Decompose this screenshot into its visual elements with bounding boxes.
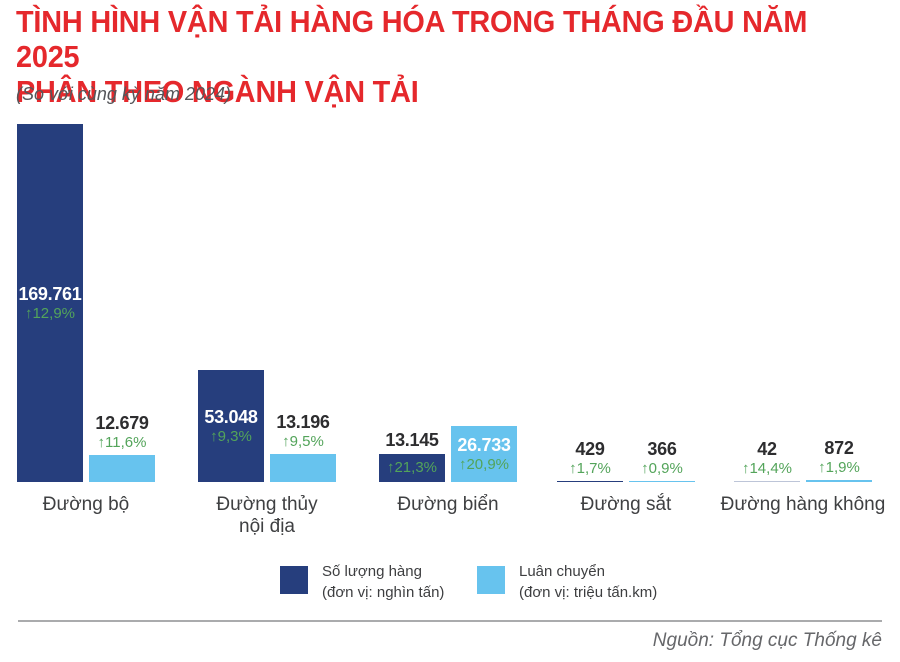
- source-credit: Nguồn: Tổng cục Thống kê: [652, 630, 882, 651]
- value-label: 13.145: [385, 430, 439, 451]
- pct-change-label: ↑11,6%: [97, 434, 147, 452]
- value-label: 169.761: [18, 284, 82, 304]
- pct-change-label: ↑14,4%: [741, 460, 793, 477]
- bar-luan-chuyen: [629, 481, 695, 482]
- bar-labels: 13.145: [342, 430, 482, 451]
- legend-series-unit: (đơn vị: triệu tấn.km): [519, 584, 658, 601]
- value-label: 26.733: [457, 434, 511, 455]
- legend-swatch-navy: [280, 566, 308, 594]
- legend-label: Luân chuyển (đơn vị: triệu tấn.km): [519, 561, 657, 603]
- value-label: 872: [824, 438, 854, 459]
- bar-luan-chuyen: [89, 455, 155, 482]
- bar-labels: 26.733 ↑20,9%: [414, 435, 554, 474]
- legend-series-name: Số lượng hàng: [322, 563, 422, 580]
- footer-divider: [18, 620, 882, 622]
- bar-labels: ↑21,3%: [342, 459, 482, 477]
- chart-legend: Số lượng hàng (đơn vị: nghìn tấn) Luân ch…: [0, 560, 900, 604]
- legend-series-unit: (đơn vị: nghìn tấn): [322, 584, 445, 601]
- bar-group: 429 ↑1,7% 366 ↑0,9% Đường sắt: [557, 0, 695, 515]
- pct-change-label: ↑9,3%: [210, 428, 252, 446]
- pct-change-label: ↑0,9%: [641, 460, 683, 477]
- value-label: 53.048: [204, 407, 258, 428]
- bar-luan-chuyen: [270, 454, 336, 482]
- pct-change-label: ↑9,5%: [282, 433, 324, 451]
- legend-swatch-lightblue: [477, 566, 505, 594]
- category-label: Đường bộ: [42, 494, 130, 515]
- bar-luan-chuyen: [806, 480, 872, 482]
- value-label: 429: [575, 439, 605, 459]
- category-label: Đường biển: [397, 494, 499, 515]
- bar-labels: 366 ↑0,9%: [592, 439, 732, 478]
- bar-luan-chuyen: [451, 425, 517, 482]
- bar-labels: 53.048 ↑9,3%: [161, 407, 301, 446]
- bar-so-luong-hang: [557, 481, 623, 482]
- bar-group: 13.145 ↑21,3% 26.733 ↑20,9% Đường biển: [379, 0, 517, 515]
- bar-labels: 13.196 ↑9,5%: [233, 412, 373, 451]
- chart-subtitle: (So với cùng kỳ năm 2024): [16, 84, 231, 104]
- pct-change-label: ↑20,9%: [458, 455, 510, 473]
- legend-series-name: Luân chuyển: [519, 563, 605, 580]
- bar-labels: 429 ↑1,7%: [520, 439, 660, 478]
- bar-group: 169.761 ↑12,9% 12.679 ↑11,6% Đường bộ: [17, 0, 155, 515]
- category-label: Đường hàng không: [720, 494, 886, 515]
- pct-change-label: ↑12,9%: [24, 305, 76, 322]
- value-label: 366: [647, 439, 677, 459]
- bar-group: 42 ↑14,4% 872 ↑1,9% Đường hàng không: [721, 0, 886, 515]
- bar-labels: 169.761 ↑12,9%: [0, 284, 120, 323]
- bar-labels: 872 ↑1,9%: [769, 438, 900, 477]
- category-label: Đường sắt: [580, 494, 672, 515]
- pct-change-label: ↑1,9%: [818, 459, 860, 477]
- chart-title: TÌNH HÌNH VẬN TẢI HÀNG HÓA TRONG THÁNG Đ…: [16, 4, 808, 109]
- bar-so-luong-hang: [734, 481, 800, 482]
- bar-so-luong-hang: [198, 370, 264, 482]
- legend-label: Số lượng hàng (đơn vị: nghìn tấn): [322, 561, 444, 603]
- bar-so-luong-hang: [17, 124, 83, 482]
- value-label: 42: [757, 439, 777, 459]
- pct-change-label: ↑21,3%: [386, 459, 438, 477]
- value-label: 12.679: [95, 413, 149, 434]
- bar-group: 53.048 ↑9,3% 13.196 ↑9,5% Đường thủy nội địa: [198, 0, 336, 537]
- pct-change-label: ↑1,7%: [569, 460, 611, 477]
- category-label: Đường thủy nội địa: [216, 494, 318, 537]
- bar-labels: 12.679 ↑11,6%: [52, 413, 192, 452]
- bar-labels: 42 ↑14,4%: [697, 439, 837, 478]
- value-label: 13.196: [276, 412, 330, 433]
- bar-so-luong-hang: [379, 454, 445, 482]
